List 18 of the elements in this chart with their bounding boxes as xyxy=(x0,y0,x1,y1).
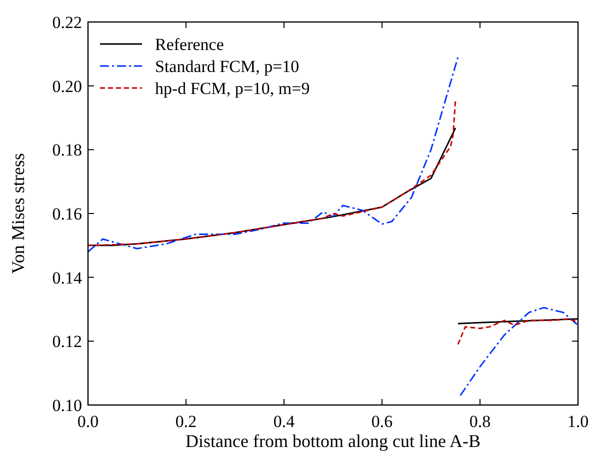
y-tick-label: 0.14 xyxy=(52,268,82,288)
x-tick-label: 1.0 xyxy=(567,412,589,431)
y-tick-label: 0.20 xyxy=(52,76,82,96)
legend-label: Reference xyxy=(155,34,224,54)
x-tick-label: 0.4 xyxy=(273,412,296,431)
x-tick-label: 0.2 xyxy=(175,412,197,431)
y-tick-label: 0.22 xyxy=(52,12,82,32)
y-tick-label: 0.12 xyxy=(52,332,82,352)
legend-label: Standard FCM, p=10 xyxy=(155,56,300,76)
y-axis-title: Von Mises stress xyxy=(8,153,28,274)
x-tick-label: 0.0 xyxy=(77,412,99,431)
legend-label: hp-d FCM, p=10, m=9 xyxy=(155,78,310,98)
x-tick-label: 0.8 xyxy=(469,412,491,431)
y-tick-label: 0.18 xyxy=(52,140,82,160)
y-tick-label: 0.10 xyxy=(52,396,82,415)
y-tick-label: 0.16 xyxy=(52,204,82,224)
x-axis-title: Distance from bottom along cut line A-B xyxy=(186,431,480,451)
x-tick-label: 0.6 xyxy=(371,412,393,431)
